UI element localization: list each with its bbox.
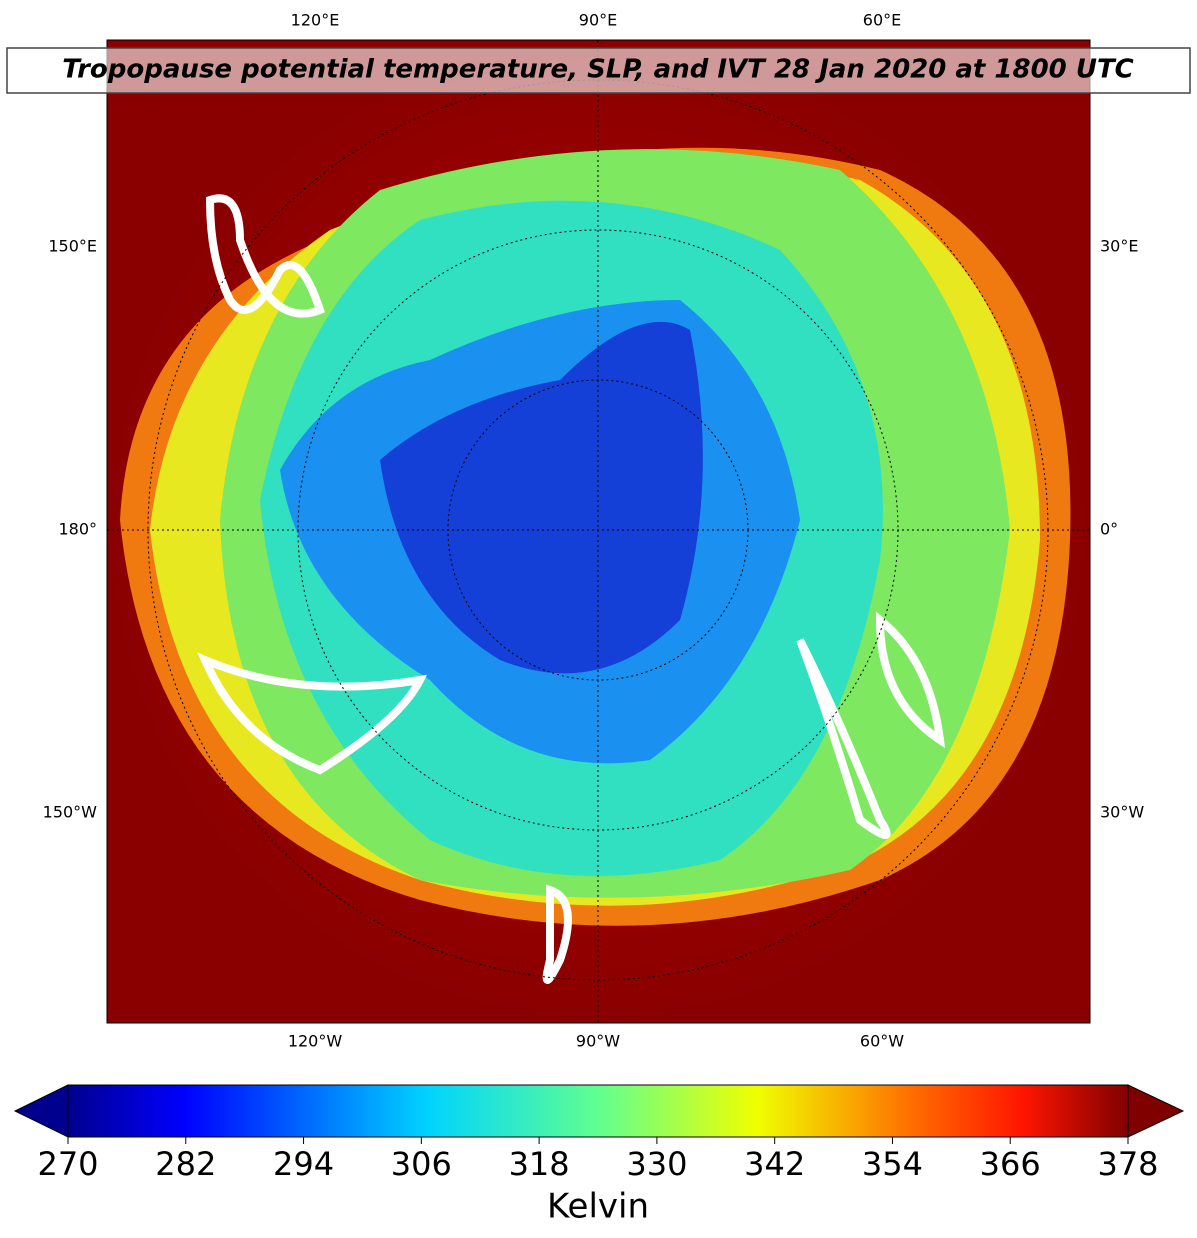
lon-label: 0° bbox=[1100, 520, 1118, 539]
lon-label: 150°W bbox=[43, 803, 98, 822]
colorbar-tick-label: 318 bbox=[509, 1145, 570, 1183]
lon-label: 60°W bbox=[860, 1032, 904, 1051]
colorbar-tick-label: 270 bbox=[37, 1145, 98, 1183]
map-frame bbox=[106, 39, 1091, 1024]
colorbar-tick-label: 294 bbox=[273, 1145, 334, 1183]
lon-label: 120°E bbox=[291, 11, 340, 30]
colorbar-label: Kelvin bbox=[547, 1187, 649, 1227]
lon-label: 150°E bbox=[48, 237, 97, 256]
map bbox=[107, 40, 1090, 1023]
colorbar-tick-label: 306 bbox=[391, 1145, 452, 1183]
lon-label: 30°W bbox=[1100, 803, 1144, 822]
colorbar-tick-label: 378 bbox=[1097, 1145, 1158, 1183]
colorbar-tick-label: 330 bbox=[626, 1145, 687, 1183]
colorbar-tick-label: 354 bbox=[862, 1145, 923, 1183]
lon-label: 90°E bbox=[579, 11, 617, 30]
colorbar bbox=[13, 1084, 1185, 1138]
colorbar-tick-label: 342 bbox=[744, 1145, 805, 1183]
title-box bbox=[6, 47, 1191, 94]
lon-label: 90°W bbox=[576, 1032, 620, 1051]
colorbar-extend-high bbox=[1127, 1084, 1185, 1138]
lon-label: 120°W bbox=[288, 1032, 343, 1051]
colorbar-extend-low bbox=[13, 1084, 69, 1138]
lon-label: 180° bbox=[58, 520, 97, 539]
title: Tropopause potential temperature, SLP, a… bbox=[62, 55, 1134, 85]
lon-label: 60°E bbox=[863, 11, 901, 30]
colorbar-bar bbox=[67, 1084, 1129, 1138]
colorbar-tick-label: 366 bbox=[980, 1145, 1041, 1183]
colorbar-tick-label: 282 bbox=[155, 1145, 216, 1183]
lon-label: 30°E bbox=[1100, 237, 1138, 256]
